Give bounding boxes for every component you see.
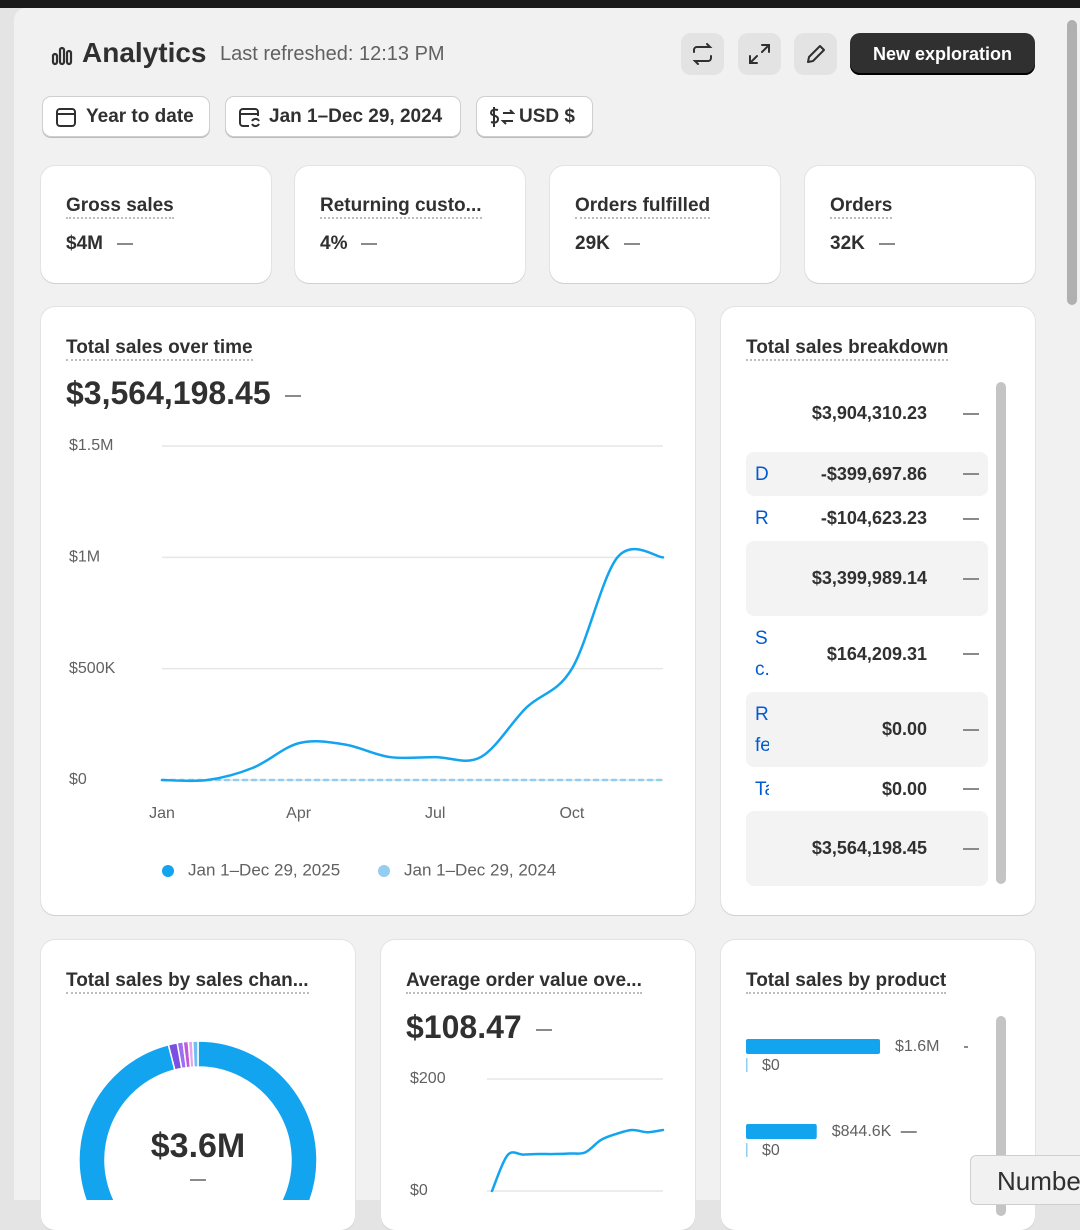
metric-card[interactable]: Orders 32K — [805, 166, 1035, 283]
metric-card[interactable]: Returning custo... 4% — [295, 166, 525, 283]
row-value: -$104,623.23 — [820, 508, 927, 528]
no-change-indicator — [963, 728, 979, 731]
card-title: Total sales by sales chan... — [66, 970, 309, 994]
no-change-indicator — [963, 473, 979, 475]
expand-button[interactable] — [738, 33, 781, 75]
row-value: $3,399,989.14 — [811, 568, 927, 588]
breakdown-row[interactable]: Return fees $0.00 — [746, 692, 988, 767]
refresh-button[interactable] — [681, 33, 724, 75]
page-scrollbar[interactable] — [1067, 20, 1077, 305]
metric-value-row: 4% — [320, 233, 378, 255]
metric-value-row: $4M — [66, 233, 133, 255]
row-value: -$399,697.86 — [820, 463, 927, 484]
metric-value: 32K — [830, 233, 865, 254]
comparison-filter[interactable]: Jan 1–Dec 29, 2024 — [225, 96, 461, 137]
date-range-filter[interactable]: Year to date — [42, 96, 210, 137]
headline-row: $108.47 — [406, 1009, 552, 1046]
row-label: D — [755, 463, 769, 485]
metric-value-row: 32K — [830, 233, 895, 255]
metric-value: 29K — [575, 233, 610, 254]
list-scrollbar[interactable] — [996, 382, 1006, 884]
no-change-indicator — [535, 1028, 552, 1031]
row-label: Return fees — [755, 703, 769, 756]
top-bar — [0, 0, 1080, 8]
row-value: $3,564,198.45 — [811, 838, 927, 858]
metric-label: Orders — [830, 195, 893, 219]
headline-value: $108.47 — [406, 1009, 522, 1045]
breakdown-row[interactable]: S. c. $164,209.31 — [746, 616, 988, 692]
breakdown-row[interactable]: D -$399,697.86 — [746, 452, 988, 496]
row-label: S. c. — [755, 628, 769, 680]
no-change-indicator — [963, 577, 979, 580]
metric-label: Gross sales — [66, 195, 174, 219]
floating-label[interactable]: Numbe — [970, 1155, 1080, 1205]
row-value: $3,904,310.23 — [811, 403, 927, 423]
metric-label: Orders fulfilled — [575, 195, 711, 219]
row-label: Taxes — [755, 778, 769, 800]
card-title: Total sales breakdown — [746, 337, 949, 361]
breakdown-row[interactable]: $3,904,310.23 — [746, 383, 988, 444]
card-title: Total sales by product — [746, 970, 947, 994]
no-change-indicator — [623, 242, 640, 245]
new-exploration-button[interactable]: New exploration — [850, 33, 1035, 75]
breakdown-row[interactable]: Taxes $0.00 — [746, 767, 988, 811]
filter-label: Jan 1–Dec 29, 2024 — [269, 106, 443, 127]
filter-label: Year to date — [86, 106, 194, 127]
breakdown-row[interactable]: $3,564,198.45 — [746, 811, 988, 886]
row-value: $0.00 — [881, 778, 927, 799]
breakdown-row[interactable]: $3,399,989.14 — [746, 541, 988, 616]
no-change-indicator — [878, 242, 895, 245]
list-scrollbar[interactable] — [996, 1016, 1006, 1216]
row-value: $0.00 — [881, 719, 927, 739]
no-change-indicator — [963, 788, 979, 790]
no-change-indicator — [963, 653, 979, 655]
no-change-indicator — [963, 517, 979, 520]
no-change-indicator — [963, 847, 979, 850]
filter-label: USD $ — [519, 106, 575, 127]
no-change-indicator — [116, 242, 133, 245]
breakdown-row[interactable]: R -$104,623.23 — [746, 496, 988, 541]
last-refreshed: Last refreshed: 12:13 PM — [220, 43, 445, 65]
page-title: Analytics — [82, 37, 207, 68]
headline-row: $3,564,198.45 — [66, 375, 301, 412]
currency-filter[interactable]: USD $ — [476, 96, 593, 137]
card-title: Average order value ove... — [406, 970, 642, 994]
headline-value: $3,564,198.45 — [66, 375, 271, 411]
metric-value-row: 29K — [575, 233, 640, 255]
metric-value: $4M — [66, 233, 103, 254]
no-change-indicator — [361, 242, 378, 245]
metric-label: Returning custo... — [320, 195, 482, 219]
analytics-icon — [51, 46, 73, 66]
breakdown-list: $3,904,310.23 D -$399,697.86 R -$104,623.23 $… — [746, 383, 988, 890]
edit-button[interactable] — [794, 33, 837, 75]
metric-value: 4% — [320, 233, 348, 254]
metric-card[interactable]: Gross sales $4M — [41, 166, 271, 283]
row-label: R — [755, 508, 769, 529]
card-title: Total sales over time — [66, 337, 253, 361]
row-value: $164,209.31 — [826, 643, 927, 664]
metric-card[interactable]: Orders fulfilled 29K — [550, 166, 780, 283]
no-change-indicator — [284, 394, 301, 397]
no-change-indicator — [963, 412, 979, 415]
